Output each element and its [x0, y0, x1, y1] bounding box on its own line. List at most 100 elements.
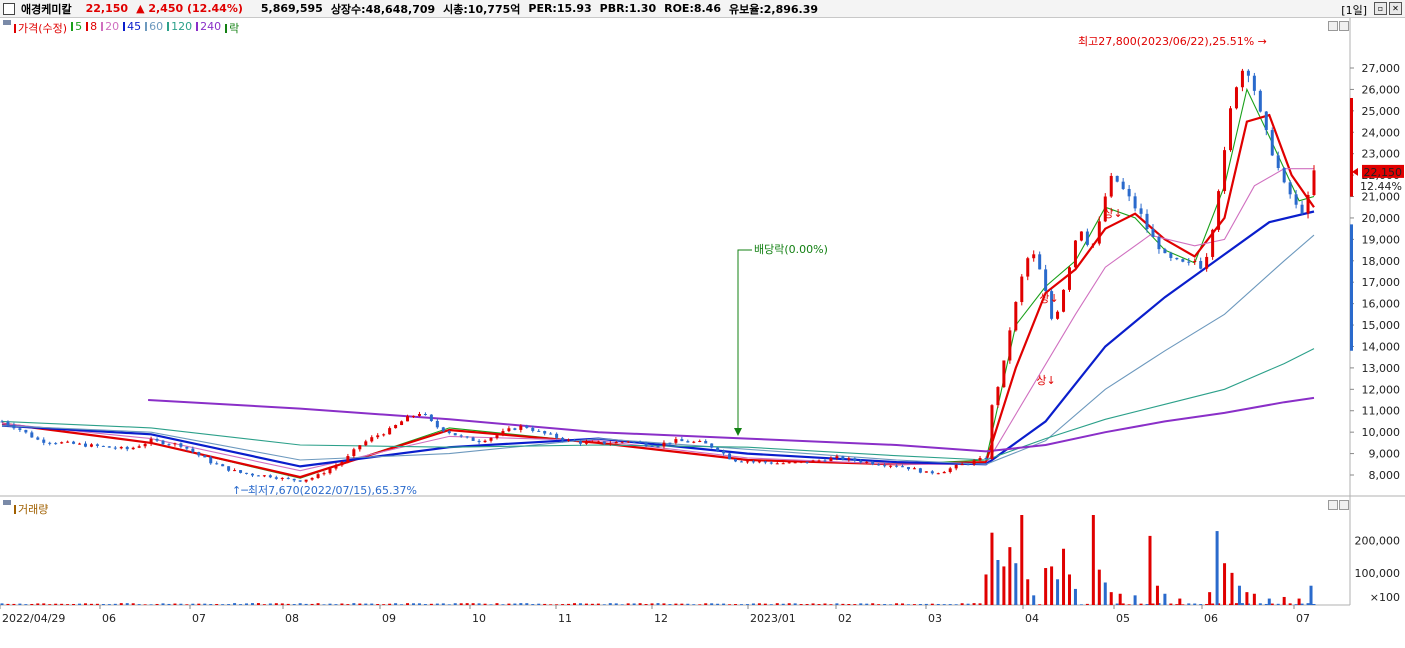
volume-bar: [1276, 603, 1280, 605]
panel-minimize-button[interactable]: [1328, 21, 1338, 31]
candle-body: [107, 446, 111, 448]
close-icon[interactable]: ✕: [1389, 2, 1402, 15]
volume-panel-minimize-button[interactable]: [1328, 500, 1338, 510]
volume-bar: [805, 604, 809, 605]
candle-body: [1121, 181, 1125, 189]
legend-ma-20: 20: [101, 20, 119, 36]
volume-bar: [406, 603, 410, 605]
volume-bar: [18, 603, 22, 605]
stat-listed-shares: 상장수:48,648,709: [330, 2, 436, 16]
volume-bar: [525, 603, 529, 605]
volume-bar: [495, 603, 499, 605]
volume-bar: [1208, 592, 1212, 605]
y-tick-label: 21,000: [1362, 191, 1401, 204]
y-tick-label: 19,000: [1362, 233, 1401, 246]
volume-bar: [584, 603, 588, 605]
volume-bar: [948, 604, 952, 605]
candle-body: [66, 441, 70, 443]
candle-body: [984, 458, 988, 460]
volume-bar: [1103, 582, 1107, 605]
volume-bar: [435, 603, 439, 605]
volume-bar: [1155, 585, 1159, 605]
candle-body: [948, 468, 952, 473]
candle-body: [578, 441, 582, 444]
volume-bar: [686, 603, 690, 605]
volume-bar: [48, 604, 52, 605]
volume-bar: [221, 604, 225, 605]
volume-bar: [513, 603, 517, 605]
legend-ma-120: 120: [167, 20, 192, 36]
candle-body: [89, 444, 93, 447]
candle-body: [1199, 260, 1203, 269]
volume-bar: [847, 604, 851, 605]
volume-bar: [1215, 531, 1219, 605]
candle-body: [215, 463, 219, 465]
volume-bar: [823, 603, 827, 605]
volume-tick-label: 100,000: [1355, 567, 1401, 580]
candle-body: [739, 461, 743, 463]
volume-bar: [1223, 563, 1227, 605]
candle-body: [382, 434, 386, 436]
candle-body: [537, 430, 541, 432]
volume-bar: [1097, 569, 1101, 605]
volume-bar: [429, 603, 433, 605]
candle-body: [543, 431, 547, 434]
candle-body: [1151, 229, 1155, 238]
candle-body: [877, 464, 881, 466]
volume-bar: [453, 603, 457, 605]
volume-bar: [203, 603, 207, 605]
volume-bar: [1297, 598, 1301, 605]
volume-bar: [1139, 603, 1143, 605]
candle-body: [662, 442, 666, 447]
candle-body: [513, 428, 517, 430]
volume-bar: [883, 604, 887, 605]
candle-body: [590, 441, 594, 443]
volume-bar: [459, 603, 463, 605]
candle-body: [1044, 269, 1048, 292]
volume-bar: [101, 604, 105, 605]
ma-line-8: [1, 113, 1315, 479]
candle-body: [262, 475, 266, 477]
dividend-marker-line: [737, 249, 752, 434]
stat-per: PER:15.93: [528, 2, 592, 15]
volume-tick-label: 200,000: [1355, 535, 1401, 548]
volume-bar: [54, 603, 58, 605]
x-tick-label: 05: [1116, 612, 1130, 625]
volume-bar: [817, 604, 821, 605]
period-selector[interactable]: [1일]: [1341, 4, 1367, 17]
panel-menu-icon[interactable]: [3, 20, 11, 25]
volume-bar: [793, 603, 797, 605]
volume-bar: [1199, 604, 1203, 605]
candle-body: [334, 465, 338, 469]
restore-icon[interactable]: ▫: [1374, 2, 1387, 15]
volume-bar: [215, 604, 219, 605]
y-tick-label: 25,000: [1362, 105, 1401, 118]
panel-maximize-button[interactable]: [1339, 21, 1349, 31]
y-tick-label: 11,000: [1362, 405, 1401, 418]
candle-body: [692, 441, 696, 443]
volume-bar: [930, 603, 934, 605]
volume-panel-menu-icon[interactable]: [3, 500, 11, 505]
volume-bar: [954, 604, 958, 605]
volume-bar: [859, 603, 863, 605]
candle-body: [751, 461, 755, 463]
volume-bar: [889, 604, 893, 605]
select-checkbox[interactable]: [3, 2, 15, 15]
candles: [0, 68, 1316, 483]
volume-bar: [1312, 603, 1316, 605]
volume-bar: [781, 603, 785, 605]
volume-bar: [1056, 579, 1060, 605]
volume-panel-maximize-button[interactable]: [1339, 500, 1349, 510]
candle-body: [155, 438, 159, 441]
volume-bar: [1026, 579, 1030, 605]
volume-bar: [1020, 515, 1024, 605]
candle-body: [304, 479, 308, 482]
y-tick-label: 15,000: [1362, 319, 1401, 332]
volume-bar: [239, 604, 243, 605]
candle-body: [769, 462, 773, 464]
volume-bar: [555, 604, 559, 605]
volume-bar: [769, 604, 773, 605]
candle-body: [674, 439, 678, 443]
volume-bar: [298, 603, 302, 605]
